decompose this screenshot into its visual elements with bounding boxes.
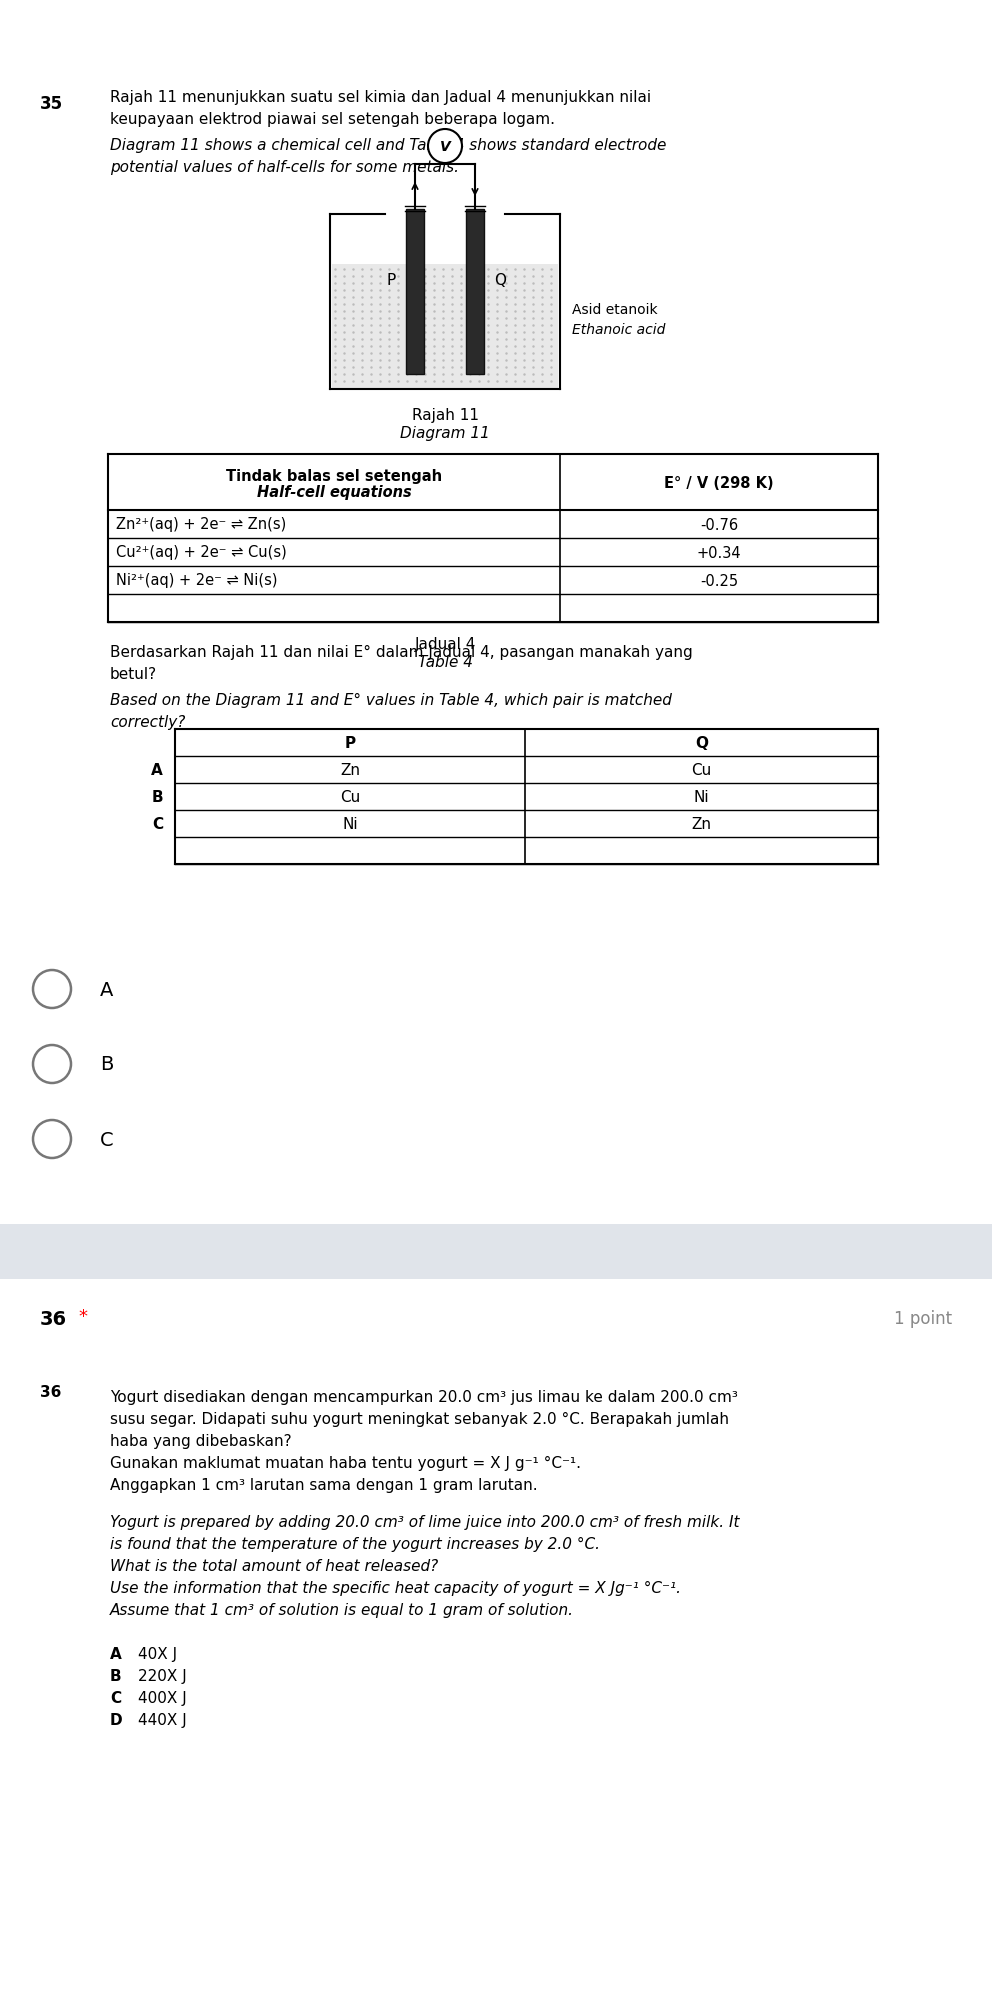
- Text: B: B: [100, 1055, 113, 1075]
- Text: haba yang dibebaskan?: haba yang dibebaskan?: [110, 1434, 292, 1448]
- Text: Use the information that the specific heat capacity of yogurt = X Jg⁻¹ °C⁻¹.: Use the information that the specific he…: [110, 1580, 681, 1596]
- Text: E° / V (298 K): E° / V (298 K): [665, 475, 774, 491]
- Text: Jadual 4: Jadual 4: [415, 638, 476, 652]
- Text: betul?: betul?: [110, 668, 157, 682]
- Text: Rajah 11: Rajah 11: [412, 407, 478, 423]
- Text: Gunakan maklumat muatan haba tentu yogurt = X J g⁻¹ °C⁻¹.: Gunakan maklumat muatan haba tentu yogur…: [110, 1456, 581, 1470]
- Text: +0.34: +0.34: [696, 545, 741, 559]
- Text: Zn: Zn: [691, 816, 711, 832]
- Text: 440X J: 440X J: [138, 1712, 186, 1726]
- Text: P: P: [344, 736, 355, 750]
- Text: Table 4: Table 4: [418, 656, 472, 670]
- Bar: [406, 211, 424, 375]
- Text: C: C: [100, 1131, 114, 1149]
- Bar: [466, 211, 484, 375]
- Text: *: *: [78, 1307, 87, 1325]
- Text: Cu²⁺(aq) + 2e⁻ ⇌ Cu(s): Cu²⁺(aq) + 2e⁻ ⇌ Cu(s): [116, 545, 287, 559]
- Text: Zn²⁺(aq) + 2e⁻ ⇌ Zn(s): Zn²⁺(aq) + 2e⁻ ⇌ Zn(s): [116, 517, 287, 531]
- Text: Diagram 11 shows a chemical cell and Table 4 shows standard electrode: Diagram 11 shows a chemical cell and Tab…: [110, 138, 667, 152]
- Text: 35: 35: [40, 94, 63, 112]
- Text: 1 point: 1 point: [894, 1309, 952, 1327]
- Text: -0.25: -0.25: [700, 573, 738, 587]
- Text: B: B: [152, 790, 163, 804]
- Text: Q: Q: [494, 273, 506, 287]
- Text: keupayaan elektrod piawai sel setengah beberapa logam.: keupayaan elektrod piawai sel setengah b…: [110, 112, 555, 126]
- Text: susu segar. Didapati suhu yogurt meningkat sebanyak 2.0 °C. Berapakah jumlah: susu segar. Didapati suhu yogurt meningk…: [110, 1412, 729, 1426]
- Bar: [332, 265, 558, 389]
- Text: Zn: Zn: [340, 762, 360, 778]
- Text: Ni²⁺(aq) + 2e⁻ ⇌ Ni(s): Ni²⁺(aq) + 2e⁻ ⇌ Ni(s): [116, 573, 278, 587]
- Text: D: D: [110, 1712, 123, 1726]
- Text: 40X J: 40X J: [138, 1646, 178, 1662]
- Text: Tindak balas sel setengah: Tindak balas sel setengah: [226, 469, 442, 485]
- Text: Asid etanoik: Asid etanoik: [572, 303, 658, 317]
- Text: Based on the Diagram 11 and E° values in Table 4, which pair is matched: Based on the Diagram 11 and E° values in…: [110, 692, 672, 708]
- Text: correctly?: correctly?: [110, 714, 186, 730]
- Text: Half-cell equations: Half-cell equations: [257, 485, 412, 499]
- Text: C: C: [110, 1690, 121, 1704]
- Text: A: A: [151, 762, 163, 778]
- Text: Cu: Cu: [691, 762, 711, 778]
- Text: C: C: [152, 816, 163, 832]
- Text: is found that the temperature of the yogurt increases by 2.0 °C.: is found that the temperature of the yog…: [110, 1536, 600, 1552]
- Text: Anggapkan 1 cm³ larutan sama dengan 1 gram larutan.: Anggapkan 1 cm³ larutan sama dengan 1 gr…: [110, 1478, 538, 1492]
- Text: Yogurt is prepared by adding 20.0 cm³ of lime juice into 200.0 cm³ of fresh milk: Yogurt is prepared by adding 20.0 cm³ of…: [110, 1514, 739, 1530]
- Text: V: V: [439, 140, 450, 154]
- Text: -0.76: -0.76: [700, 517, 738, 531]
- Text: Ethanoic acid: Ethanoic acid: [572, 323, 666, 337]
- Text: B: B: [110, 1668, 122, 1682]
- Text: A: A: [110, 1646, 122, 1662]
- Text: Ni: Ni: [693, 790, 709, 804]
- Text: 400X J: 400X J: [138, 1690, 186, 1704]
- Bar: [0, 1225, 992, 1279]
- Text: Rajah 11 menunjukkan suatu sel kimia dan Jadual 4 menunjukkan nilai: Rajah 11 menunjukkan suatu sel kimia dan…: [110, 90, 651, 104]
- Text: P: P: [387, 273, 396, 287]
- Text: 36: 36: [40, 1383, 62, 1399]
- Text: 36: 36: [40, 1309, 67, 1329]
- Text: Berdasarkan Rajah 11 dan nilai E° dalam Jadual 4, pasangan manakah yang: Berdasarkan Rajah 11 dan nilai E° dalam …: [110, 646, 692, 660]
- Text: 220X J: 220X J: [138, 1668, 186, 1682]
- Text: A: A: [100, 980, 113, 998]
- Text: Assume that 1 cm³ of solution is equal to 1 gram of solution.: Assume that 1 cm³ of solution is equal t…: [110, 1602, 574, 1618]
- Text: Ni: Ni: [342, 816, 358, 832]
- Text: What is the total amount of heat released?: What is the total amount of heat release…: [110, 1558, 438, 1574]
- Text: Cu: Cu: [340, 790, 360, 804]
- Circle shape: [428, 130, 462, 164]
- Text: potential values of half-cells for some metals.: potential values of half-cells for some …: [110, 160, 459, 174]
- Text: Diagram 11: Diagram 11: [400, 425, 490, 441]
- Text: Q: Q: [695, 736, 708, 750]
- Text: Yogurt disediakan dengan mencampurkan 20.0 cm³ jus limau ke dalam 200.0 cm³: Yogurt disediakan dengan mencampurkan 20…: [110, 1389, 738, 1404]
